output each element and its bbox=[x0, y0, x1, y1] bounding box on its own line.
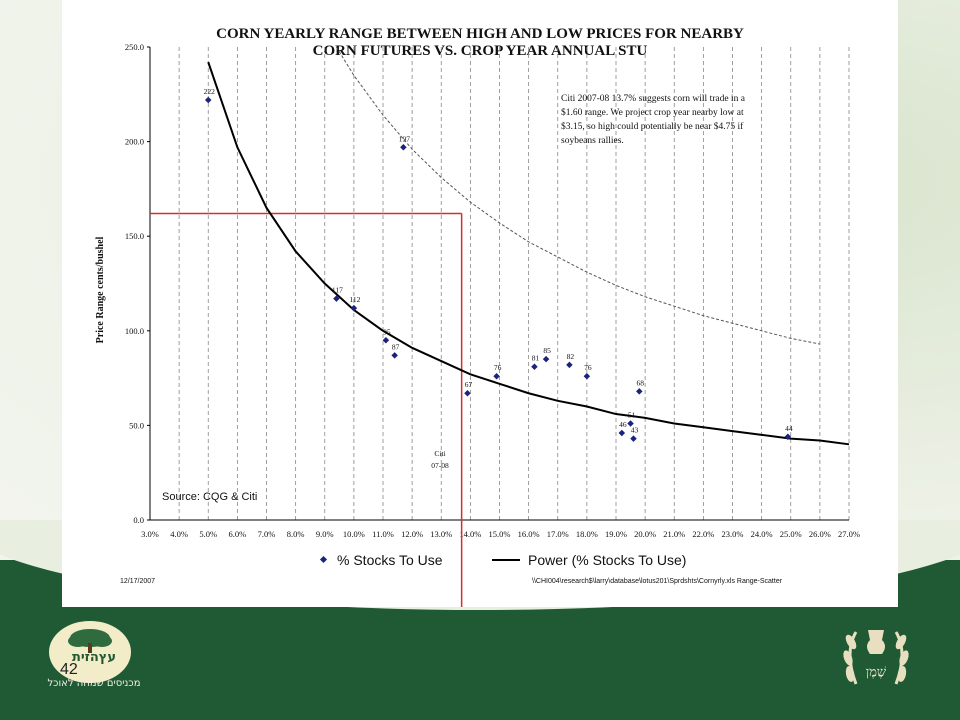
x-tick-label: 15.0% bbox=[489, 529, 511, 539]
x-tick-label: 27.0% bbox=[838, 529, 860, 539]
annotation-box: Citi 2007-08 13.7% suggests corn will tr… bbox=[561, 94, 746, 146]
footer-file-path: \\CHI004\research$\larry\database\lotus2… bbox=[532, 578, 783, 585]
olive-wreath-logo bbox=[826, 622, 926, 712]
x-tick-label: 6.0% bbox=[229, 529, 247, 539]
x-tick-label: 10.0% bbox=[343, 529, 365, 539]
legend-label-curve: Power (% Stocks To Use) bbox=[528, 552, 686, 568]
x-tick-label: 26.0% bbox=[809, 529, 831, 539]
data-point-label: 82 bbox=[567, 352, 575, 361]
data-point-label: 67 bbox=[465, 380, 473, 389]
chart-image-card: CORN YEARLY RANGE BETWEEN HIGH AND LOW P… bbox=[62, 0, 898, 608]
data-point-label: 112 bbox=[349, 295, 360, 304]
data-point-label: 76 bbox=[584, 363, 592, 372]
data-point-label: 68 bbox=[637, 378, 645, 387]
data-point bbox=[204, 96, 212, 104]
data-point bbox=[333, 295, 340, 302]
grid-lines bbox=[178, 47, 850, 520]
data-point bbox=[583, 372, 591, 380]
x-tick-label: 4.0% bbox=[170, 529, 188, 539]
data-point-label: 76 bbox=[494, 363, 502, 372]
data-point-label: 43 bbox=[631, 426, 639, 435]
data-point-label: 85 bbox=[543, 346, 551, 355]
x-tick-label: 17.0% bbox=[547, 529, 569, 539]
data-point bbox=[627, 420, 634, 427]
x-tick-label: 22.0% bbox=[692, 529, 714, 539]
data-point-label: 222 bbox=[204, 87, 216, 96]
power-trend-curve bbox=[207, 61, 850, 446]
chart-title-line-2: CORN FUTURES VS. CROP YEAR ANNUAL STU bbox=[313, 43, 648, 59]
x-tick-label: 18.0% bbox=[576, 529, 598, 539]
x-tick-label: 7.0% bbox=[258, 529, 276, 539]
y-axis-label: Price Range cents/bushel bbox=[95, 236, 106, 343]
right-brand-name: שֶׁמֶן bbox=[865, 665, 887, 680]
data-point-label: 81 bbox=[532, 354, 540, 363]
x-tick-label: 9.0% bbox=[316, 529, 334, 539]
data-point-label: 87 bbox=[392, 342, 400, 351]
scatter-chart: CORN YEARLY RANGE BETWEEN HIGH AND LOW P… bbox=[95, 26, 860, 608]
data-point bbox=[464, 389, 471, 397]
olive-tree-logo bbox=[40, 614, 140, 704]
x-tick-label: 14.0% bbox=[459, 529, 481, 539]
data-point bbox=[531, 363, 538, 371]
annotation-line-3: $3.15, so high could potentially be near… bbox=[561, 121, 744, 132]
left-brand-name: עץהזית bbox=[71, 650, 117, 665]
legend: % Stocks To Use Power (% Stocks To Use) bbox=[319, 552, 686, 568]
reference-lines bbox=[150, 212, 463, 608]
x-tick-labels: 3.0% 4.0% 5.0% 6.0% 7.0% 8.0% 9.0% 10.0% 11.0% 12… bbox=[141, 529, 860, 539]
data-point bbox=[493, 372, 500, 380]
data-point-label: 51 bbox=[628, 411, 636, 420]
page-number: 42 bbox=[60, 661, 78, 678]
citi-label-line-1: Citi bbox=[434, 449, 445, 458]
trend-curves bbox=[207, 46, 850, 446]
annotation-line-2: $1.60 range. We project crop year nearby… bbox=[561, 107, 744, 118]
footer-date: 12/17/2007 bbox=[120, 578, 155, 585]
upper-dashed-curve bbox=[335, 46, 820, 345]
data-point-label: 117 bbox=[332, 286, 343, 295]
y-tick-label: 250.0 bbox=[125, 42, 144, 52]
x-tick-label: 13.0% bbox=[430, 529, 452, 539]
legend-marker-points bbox=[319, 555, 328, 564]
data-point bbox=[566, 361, 573, 369]
left-brand-tagline: מכניסים שמחה לאוכל bbox=[47, 678, 141, 689]
x-tick-label: 16.0% bbox=[518, 529, 540, 539]
x-tick-label: 11.0% bbox=[372, 529, 394, 539]
y-tick-label: 150.0 bbox=[125, 231, 144, 241]
data-point bbox=[350, 304, 358, 312]
citi-label-line-2: 07-08 bbox=[431, 461, 449, 470]
data-point-label: 44 bbox=[785, 424, 793, 433]
x-tick-label: 25.0% bbox=[780, 529, 802, 539]
x-tick-label: 12.0% bbox=[401, 529, 423, 539]
y-tick-label: 0.0 bbox=[133, 515, 144, 525]
data-point bbox=[400, 144, 407, 151]
source-note: Source: CQG & Citi bbox=[162, 491, 257, 503]
data-point bbox=[636, 388, 643, 395]
y-tick-labels: 0.0 50.0 100.0 150.0 200.0 250.0 bbox=[125, 42, 150, 525]
data-point bbox=[630, 435, 637, 442]
x-tick-label: 20.0% bbox=[634, 529, 656, 539]
data-point-label: 197 bbox=[399, 134, 411, 143]
chart-title-line-1: CORN YEARLY RANGE BETWEEN HIGH AND LOW P… bbox=[216, 26, 744, 42]
data-point bbox=[618, 429, 626, 437]
x-tick-label: 5.0% bbox=[199, 529, 217, 539]
y-tick-label: 200.0 bbox=[125, 137, 144, 147]
data-point bbox=[391, 352, 398, 359]
x-tick-label: 8.0% bbox=[287, 529, 305, 539]
y-tick-label: 50.0 bbox=[129, 420, 144, 430]
x-tick-label: 21.0% bbox=[663, 529, 685, 539]
data-point bbox=[542, 355, 550, 363]
x-tick-label: 3.0% bbox=[141, 529, 159, 539]
data-point-label: 46 bbox=[619, 420, 627, 429]
data-point-label: 95 bbox=[383, 327, 391, 336]
x-tick-label: 24.0% bbox=[751, 529, 773, 539]
x-tick-label: 19.0% bbox=[605, 529, 627, 539]
annotation-line-4: soybeans rallies. bbox=[561, 136, 624, 146]
y-tick-label: 100.0 bbox=[125, 326, 144, 336]
data-point bbox=[382, 337, 390, 344]
axes bbox=[149, 47, 849, 521]
annotation-line-1: Citi 2007-08 13.7% suggests corn will tr… bbox=[561, 94, 746, 104]
x-tick-label: 23.0% bbox=[722, 529, 744, 539]
legend-label-points: % Stocks To Use bbox=[337, 552, 443, 568]
